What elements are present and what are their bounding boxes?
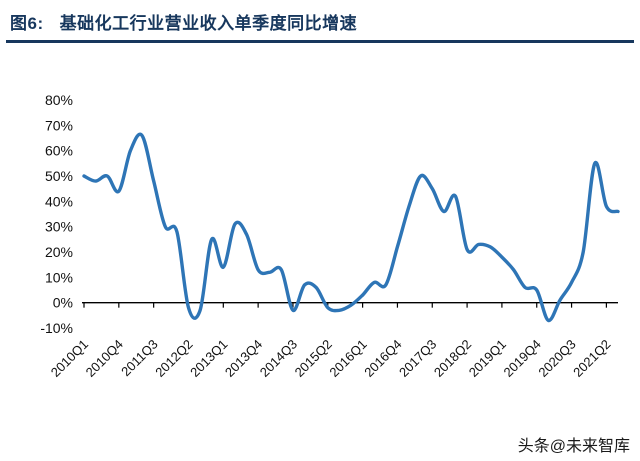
- svg-text:-10%: -10%: [40, 320, 73, 336]
- svg-text:2013Q1: 2013Q1: [187, 337, 230, 380]
- svg-text:2017Q3: 2017Q3: [396, 337, 439, 380]
- svg-text:40%: 40%: [45, 193, 73, 209]
- figure-title-text: 基础化工行业营业收入单季度同比增速: [59, 14, 358, 33]
- svg-text:10%: 10%: [45, 269, 73, 285]
- svg-text:2013Q4: 2013Q4: [222, 337, 265, 380]
- quarterly-growth-line-chart: 80% 70% 60% 50% 40% 30% 20% 10% 0% -10% 2010Q1 2010…: [0, 44, 640, 448]
- svg-text:50%: 50%: [45, 168, 73, 184]
- svg-text:2014Q3: 2014Q3: [257, 337, 300, 380]
- svg-text:2011Q3: 2011Q3: [118, 337, 161, 380]
- watermark-text: 头条@未来智库: [517, 438, 630, 455]
- svg-text:70%: 70%: [45, 117, 73, 133]
- svg-text:2019Q4: 2019Q4: [501, 337, 544, 380]
- figure-title: 图6: 基础化工行业营业收入单季度同比增速: [0, 0, 640, 34]
- svg-text:30%: 30%: [45, 219, 73, 235]
- line-chart-svg: 80% 70% 60% 50% 40% 30% 20% 10% 0% -10%2010Q12010…: [40, 92, 620, 380]
- watermark: 头条@未来智库: [518, 432, 630, 456]
- svg-text:2010Q4: 2010Q4: [83, 337, 126, 380]
- svg-text:2018Q2: 2018Q2: [431, 337, 474, 380]
- x-axis-ticks: [83, 302, 607, 308]
- y-axis-labels: 80% 70% 60% 50% 40% 30% 20% 10% 0% -10%: [40, 92, 73, 336]
- svg-text:2015Q2: 2015Q2: [292, 337, 335, 380]
- svg-text:2021Q2: 2021Q2: [570, 337, 613, 380]
- revenue-growth-series-line: [82, 132, 620, 323]
- svg-text:2019Q1: 2019Q1: [466, 337, 509, 380]
- x-axis-labels: 2010Q12010Q42011Q32012Q22013Q12013Q42014…: [48, 337, 614, 380]
- svg-text:60%: 60%: [45, 143, 73, 159]
- svg-text:2020Q3: 2020Q3: [535, 337, 578, 380]
- svg-text:80%: 80%: [45, 92, 73, 108]
- svg-text:2016Q4: 2016Q4: [361, 337, 404, 380]
- svg-text:0%: 0%: [53, 295, 73, 311]
- title-underline: [6, 40, 634, 43]
- svg-text:20%: 20%: [45, 244, 73, 260]
- svg-text:2010Q1: 2010Q1: [48, 337, 91, 380]
- svg-text:2016Q1: 2016Q1: [326, 337, 369, 380]
- svg-text:2012Q2: 2012Q2: [152, 337, 195, 380]
- figure-number: 图6:: [10, 14, 44, 33]
